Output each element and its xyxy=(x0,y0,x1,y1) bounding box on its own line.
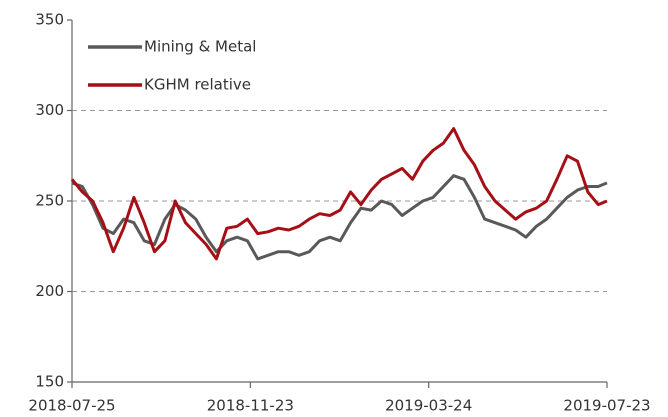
y-tick-label: 350 xyxy=(35,11,64,29)
x-tick-label: 2018-11-23 xyxy=(207,397,294,415)
y-tick-label: 300 xyxy=(35,101,64,119)
legend-label: Mining & Metal xyxy=(144,38,256,56)
legend-label: KGHM relative xyxy=(144,76,251,94)
x-tick-label: 2019-03-24 xyxy=(385,397,472,415)
y-tick-label: 250 xyxy=(35,192,64,210)
x-tick-label: 2019-07-23 xyxy=(563,397,650,415)
series-line xyxy=(71,174,608,261)
y-tick-label: 150 xyxy=(35,373,64,391)
x-tick-label: 2018-07-25 xyxy=(28,397,115,415)
series-line xyxy=(70,127,608,261)
y-tick-label: 200 xyxy=(35,282,64,300)
